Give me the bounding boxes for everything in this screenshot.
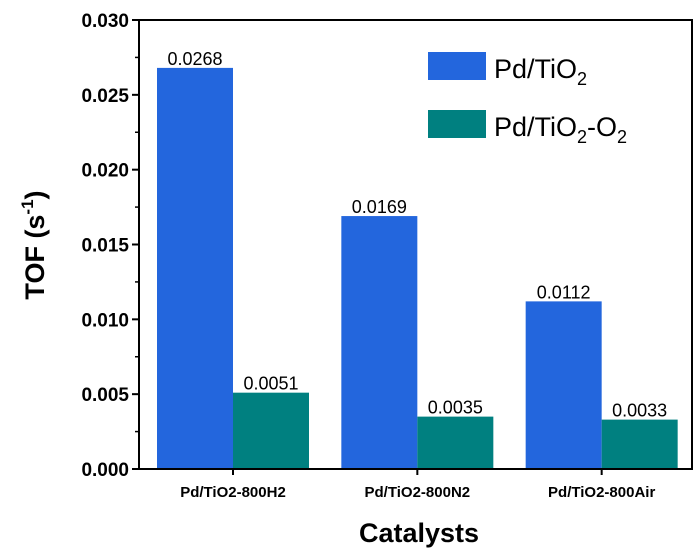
legend-label-pd-tio2-o2: Pd/TiO2-O2 — [494, 112, 627, 147]
y-ticks-layer: 0.000 0.005 0.010 0.015 0.020 0.025 0.030 — [81, 11, 139, 481]
y-tick-label-2: 0.010 — [81, 310, 129, 331]
y-tick-label-0: 0.000 — [81, 460, 129, 481]
x-tick-label-1: Pd/TiO2-800N2 — [365, 484, 471, 501]
bar-pd-tio2-1 — [341, 216, 418, 469]
y-tick-label-5: 0.025 — [81, 86, 129, 107]
data-label-pd-tio2-o2-2: 0.0033 — [612, 401, 667, 421]
bar-pd-tio2-o2-0 — [233, 392, 309, 469]
legend: Pd/TiO2 Pd/TiO2-O2 — [428, 52, 627, 147]
x-tick-label-2: Pd/TiO2-800Air — [548, 484, 655, 501]
legend-swatch-pd-tio2 — [428, 52, 486, 80]
legend-label-pd-tio2: Pd/TiO2 — [494, 54, 587, 89]
y-axis-title: TOF (s-1) — [18, 190, 50, 299]
data-label-pd-tio2-1: 0.0169 — [352, 197, 407, 217]
y-tick-label-3: 0.015 — [81, 236, 129, 257]
data-label-pd-tio2-o2-0: 0.0051 — [243, 374, 298, 394]
data-label-pd-tio2-0: 0.0268 — [167, 49, 222, 69]
bar-pd-tio2-o2-1 — [417, 416, 494, 469]
x-axis-title: Catalysts — [359, 518, 479, 548]
bar-pd-tio2-o2-2 — [601, 419, 678, 469]
bar-pd-tio2-0 — [157, 67, 233, 469]
data-label-pd-tio2-o2-1: 0.0035 — [428, 398, 483, 418]
y-tick-label-4: 0.020 — [81, 161, 129, 182]
x-ticks-layer: Pd/TiO2-800H2 Pd/TiO2-800N2 Pd/TiO2-800Air — [180, 469, 655, 501]
legend-swatch-pd-tio2-o2 — [428, 110, 486, 138]
y-tick-label-6: 0.030 — [81, 11, 129, 32]
data-label-pd-tio2-2: 0.0112 — [537, 282, 591, 302]
bars-layer — [157, 67, 678, 469]
bar-pd-tio2-2 — [525, 301, 602, 469]
y-tick-label-1: 0.005 — [81, 385, 129, 406]
x-tick-label-0: Pd/TiO2-800H2 — [180, 484, 286, 501]
data-labels-layer: 0.0268 0.0051 0.0169 0.0035 0.0112 0.0033 — [167, 49, 667, 421]
